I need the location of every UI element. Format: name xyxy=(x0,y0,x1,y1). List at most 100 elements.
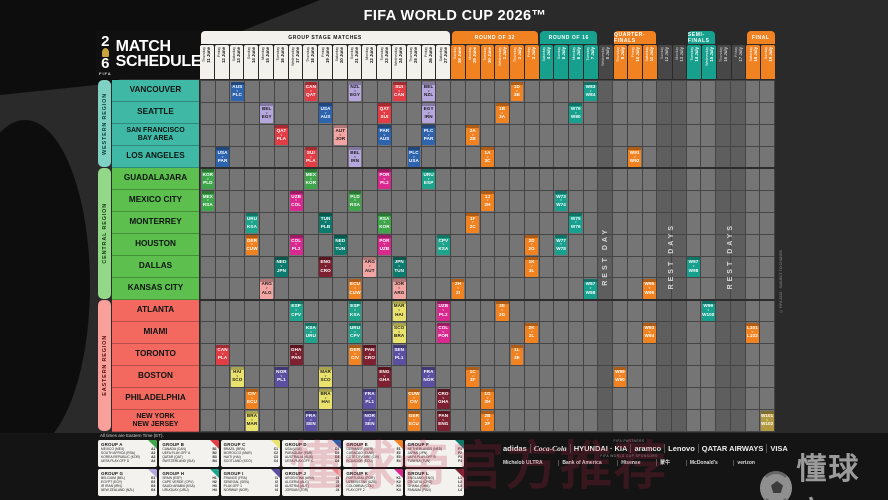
team-code-a: CAN xyxy=(217,347,228,353)
team-code-a: URU xyxy=(423,171,434,177)
team-code-b: USA xyxy=(408,157,419,163)
tile-time-strip xyxy=(245,388,259,392)
tile-time-strip xyxy=(319,366,332,370)
grid-cell xyxy=(230,190,245,212)
match-tile: EGY v IRN xyxy=(422,103,435,124)
grid-cell xyxy=(392,168,407,190)
group-team-line: SPAIN (ESP) H1 xyxy=(162,476,216,480)
tab-date: 14 July xyxy=(693,47,699,62)
group-team-line: UEFA PLAY-OFF C D4 xyxy=(285,459,339,463)
grid-cell xyxy=(745,278,760,300)
match-tile: W87 v W88 xyxy=(584,278,597,299)
grid-cell xyxy=(318,278,333,300)
grid-cell xyxy=(495,344,510,366)
match-tile: RSA v KOR xyxy=(378,213,391,234)
grid-cell xyxy=(657,212,671,234)
tab-date: 27 June xyxy=(442,47,448,64)
tab-date: 10 July xyxy=(634,47,640,62)
tile-time-strip xyxy=(422,81,435,85)
versus-label: v xyxy=(236,88,239,93)
match-tile: PLC v PAR xyxy=(422,125,435,146)
grid-cell xyxy=(362,168,377,190)
match-tile: NOR v PL1 xyxy=(275,366,288,387)
team-code-b: 2L xyxy=(528,333,535,339)
grid-cell xyxy=(480,322,495,344)
grid-cell xyxy=(583,366,598,388)
team-name: URUGUAY (URU) xyxy=(162,488,189,493)
match-tile: 2D v 2G xyxy=(525,235,538,255)
group-team-line: BRAZIL (BRA) C1 xyxy=(224,447,278,451)
versus-label: v xyxy=(442,308,445,313)
team-position: I4 xyxy=(275,488,278,493)
grid-cell xyxy=(657,322,671,344)
tile-time-strip xyxy=(510,344,524,348)
tile-time-strip xyxy=(348,344,362,348)
grid-cell xyxy=(348,256,362,278)
city-name-line: KANSAS CITY xyxy=(127,283,184,293)
grid-cell: W99 v W100 xyxy=(701,300,716,322)
grid-cell: W83 v W84 xyxy=(583,81,598,102)
grid-cell xyxy=(686,366,701,388)
team-position: F3 xyxy=(458,455,462,460)
tile-time-strip xyxy=(216,344,229,348)
grid-cell xyxy=(392,410,407,431)
versus-label: v xyxy=(251,242,253,247)
tile-time-strip xyxy=(392,278,406,282)
team-code-b: W102 xyxy=(760,421,774,427)
team-code-b: JOR xyxy=(335,136,346,142)
grid-cell: KOR v PLD xyxy=(201,168,215,190)
grid-cell: CPV v KSA xyxy=(436,234,451,256)
grid-cell xyxy=(510,300,524,322)
team-position: K3 xyxy=(396,484,401,489)
match-tile: COL v POR xyxy=(436,322,450,343)
tile-time-strip xyxy=(216,147,229,151)
city-name-line: MIAMI xyxy=(143,327,168,337)
grid-cell xyxy=(657,190,671,212)
tile-time-strip xyxy=(525,322,538,326)
team-code-a: NOR xyxy=(364,413,375,419)
grid-cell xyxy=(686,146,701,168)
team-code-b: GHA xyxy=(379,377,390,383)
grid-cell xyxy=(289,102,304,124)
grid-cell: KSA v URU xyxy=(304,322,318,344)
grid-cell: MEX v KOR xyxy=(304,168,318,190)
grid-cell xyxy=(613,234,627,256)
schedule-grid: AUS v PLC CAN v QAT NZL v EGY SUI v CAN BEL v NZL 1D v 3B… xyxy=(200,80,775,432)
grid-cell xyxy=(539,366,554,388)
grid-cell xyxy=(377,300,392,322)
team-code-a: W101 xyxy=(760,413,774,419)
team-code-b: CUW xyxy=(246,245,258,251)
rest-label-text: REST DAY xyxy=(601,226,609,286)
team-name: PLAY-OFF 1 xyxy=(223,484,242,489)
grid-cell xyxy=(613,168,627,190)
round-banner: ROUND OF 32 xyxy=(451,31,539,44)
tile-time-strip xyxy=(378,235,391,239)
grid-cell: SUI v CAN xyxy=(392,81,407,102)
group-team-line: PARAGUAY (PAR) D2 xyxy=(285,451,339,455)
grid-cell: GER v CUW xyxy=(245,234,259,256)
dongqiudi-brand: 懂球帝 xyxy=(760,444,888,500)
team-name: PARAGUAY (PAR) xyxy=(284,451,313,456)
team-code-b: SCO xyxy=(320,377,331,383)
grid-cell: CAN v QAT xyxy=(304,81,318,102)
grid-cell xyxy=(259,322,274,344)
grid-cell xyxy=(230,256,245,278)
match-tile: SEN v PL1 xyxy=(392,344,406,365)
team-position: A2 xyxy=(151,451,156,456)
tile-time-strip xyxy=(348,322,362,326)
grid-cell xyxy=(259,366,274,388)
grid-cell xyxy=(760,278,774,300)
grid-cell xyxy=(465,102,480,124)
grid-cell xyxy=(554,344,568,366)
team-name: SAUDI ARABIA (KSA) xyxy=(162,484,195,489)
team-name: ALGERIA (ALG) xyxy=(284,480,309,485)
partner-logo: VISA xyxy=(766,444,791,453)
tab-date: 3 July xyxy=(531,47,537,60)
grid-cell xyxy=(745,300,760,322)
versus-label: v xyxy=(354,198,356,203)
group-team-line: GERMANY (GER) E1 xyxy=(346,447,400,451)
grid-cell xyxy=(289,212,304,234)
grid-cell: BRA v MAR xyxy=(245,410,259,431)
versus-label: v xyxy=(383,110,386,115)
tab-date: 12 July xyxy=(664,47,670,62)
